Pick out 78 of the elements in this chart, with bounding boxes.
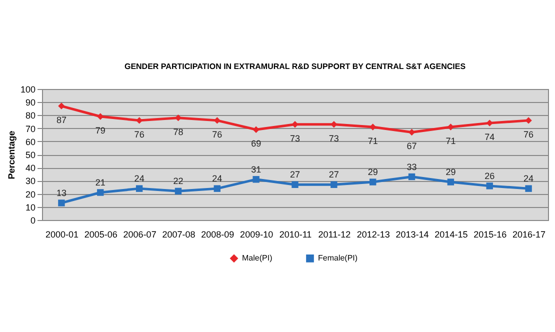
- y-tick-label: 60: [25, 136, 36, 147]
- point: [447, 178, 454, 186]
- data-label: 31: [251, 164, 262, 174]
- point: [408, 128, 416, 136]
- point: [292, 181, 298, 188]
- y-axis-title: Percentage: [6, 130, 16, 180]
- point: [58, 102, 65, 110]
- data-label: 76: [524, 129, 534, 140]
- data-label: 29: [368, 167, 378, 178]
- point: [408, 173, 416, 180]
- y-tick-label: 40: [25, 163, 36, 174]
- data-label: 78: [173, 126, 184, 137]
- data-label: 27: [290, 170, 300, 180]
- chart-title: GENDER PARTICIPATION IN EXTRAMURAL R&D SUPPORT BY CENTRAL S&T AGENCIES: [124, 62, 466, 71]
- point: [174, 114, 182, 122]
- point: [525, 185, 532, 192]
- y-tick-label: 20: [25, 189, 36, 200]
- y-tick-label: 10: [25, 202, 36, 212]
- data-label: 21: [95, 177, 106, 188]
- y-tick-label: 70: [25, 124, 36, 134]
- point: [174, 188, 182, 195]
- point: [97, 113, 104, 120]
- y-tick-label: 80: [25, 110, 36, 121]
- x-tick-label: 2015-16: [474, 230, 507, 240]
- x-tick-label: 2006-07: [123, 230, 156, 240]
- y-tick-label: 30: [25, 176, 36, 186]
- point: [369, 178, 376, 186]
- point: [252, 126, 260, 133]
- x-tick-label: 2011-12: [318, 230, 351, 240]
- x-tick-label: 2008-09: [201, 230, 234, 240]
- x-tick-label: 2005-06: [84, 230, 118, 240]
- point: [330, 121, 338, 128]
- data-label: 87: [56, 115, 66, 126]
- x-tick-label: 2010-11: [279, 230, 312, 240]
- x-tick-label: 2007-08: [162, 230, 196, 240]
- legend-label: Female(PI): [318, 253, 358, 262]
- point: [330, 181, 338, 188]
- point: [252, 176, 260, 183]
- x-tick-label: 2000-01: [45, 230, 78, 240]
- y-tick-label: 90: [25, 98, 36, 108]
- data-label: 74: [484, 132, 495, 142]
- point: [136, 185, 143, 192]
- x-tick-label: 2012-13: [356, 230, 390, 240]
- point: [58, 200, 65, 206]
- x-tick-label: 2016-17: [512, 230, 546, 240]
- data-label: 13: [56, 188, 66, 198]
- data-label: 24: [212, 174, 222, 184]
- point: [292, 121, 298, 128]
- point: [136, 117, 143, 124]
- data-label: 22: [173, 176, 184, 186]
- data-label: 27: [328, 170, 339, 180]
- data-label: 29: [446, 167, 456, 178]
- data-label: 69: [251, 138, 262, 149]
- data-label: 73: [328, 133, 339, 144]
- data-label: 67: [406, 141, 417, 152]
- data-label: 26: [484, 170, 495, 181]
- y-tick-label: 0: [30, 216, 36, 226]
- point: [214, 117, 221, 124]
- point: [97, 189, 104, 196]
- data-label: 33: [406, 162, 417, 172]
- data-label: 76: [134, 129, 144, 140]
- x-tick-label: 2009-10: [240, 230, 274, 240]
- data-label: 76: [212, 129, 222, 140]
- y-tick-label: 100: [20, 84, 36, 94]
- point: [525, 117, 532, 124]
- data-label: 71: [446, 136, 456, 146]
- point: [486, 182, 493, 190]
- data-label: 79: [95, 126, 106, 136]
- point: [486, 120, 493, 126]
- x-tick-label: 2013-14: [396, 230, 429, 240]
- point: [214, 185, 221, 192]
- y-tick-label: 50: [25, 150, 36, 160]
- data-label: 71: [368, 136, 378, 146]
- data-label: 24: [134, 174, 144, 184]
- data-label: 73: [290, 133, 300, 144]
- data-label: 24: [524, 174, 534, 184]
- x-tick-label: 2014-15: [434, 230, 468, 240]
- legend-label: Male(PI): [242, 253, 273, 262]
